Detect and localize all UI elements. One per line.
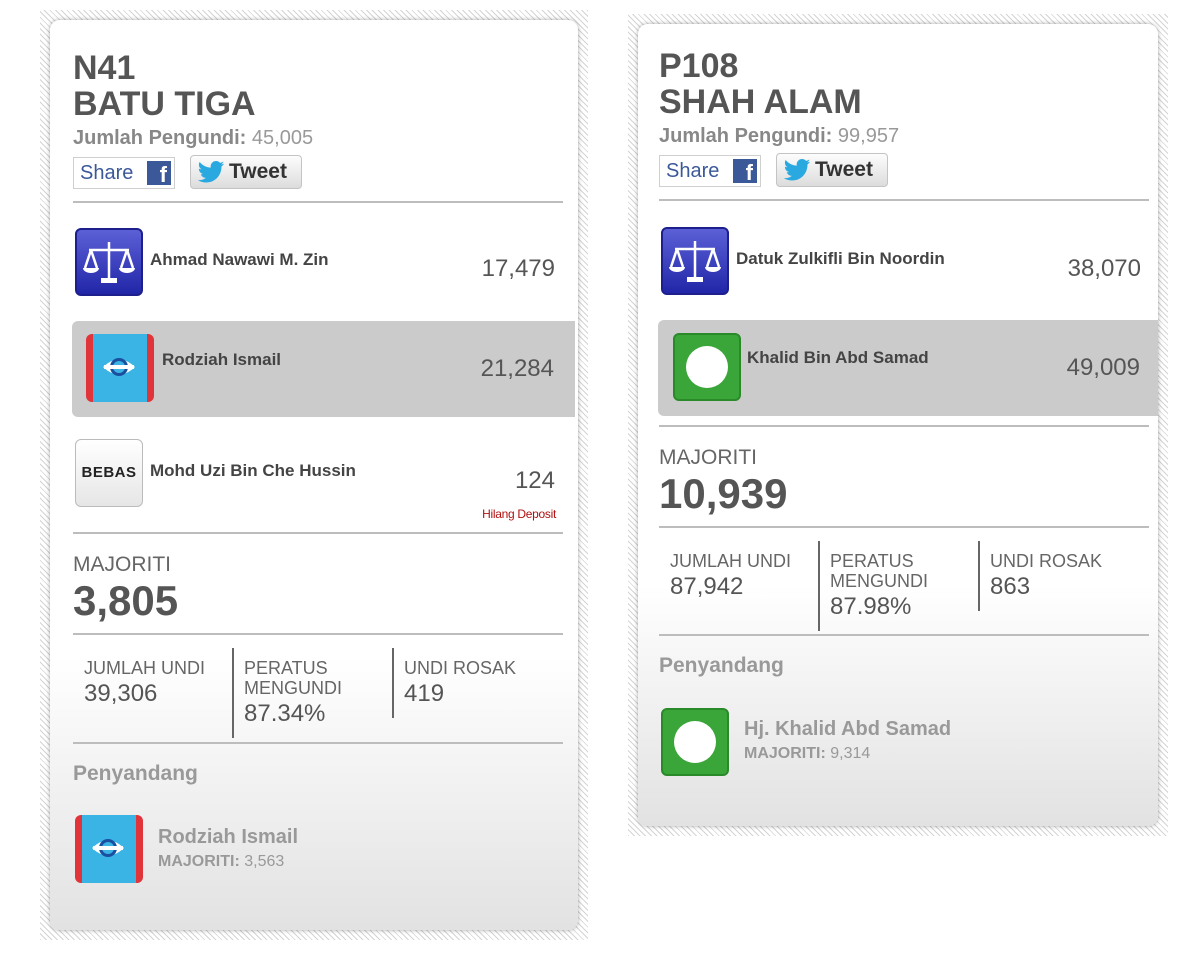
- candidate-name: Khalid Bin Abd Samad: [747, 348, 929, 367]
- seat-name: SHAH ALAM: [659, 83, 862, 121]
- winner-highlight: [72, 321, 575, 417]
- pas-moon-logo: [673, 333, 741, 401]
- divider: [659, 199, 1149, 201]
- seat-code: P108: [659, 47, 739, 85]
- seat-code: N41: [73, 49, 136, 87]
- candidate-votes: 38,070: [1067, 255, 1141, 282]
- facebook-icon: f: [733, 159, 757, 185]
- registered-voters-label: Jumlah Pengundi:: [659, 125, 833, 147]
- turnout-value: 87.98%: [830, 593, 912, 620]
- incumbent-majority-value: 9,314: [830, 745, 871, 762]
- twitter-bird-icon: [197, 161, 225, 183]
- facebook-share-button[interactable]: Share f: [73, 157, 175, 189]
- winner-highlight: [658, 320, 1158, 416]
- facebook-icon: f: [147, 161, 171, 187]
- bn-scales-logo: [661, 227, 729, 295]
- pkr-eye-logo: [75, 815, 143, 883]
- divider: [659, 526, 1149, 528]
- bn-scales-logo: [75, 228, 143, 296]
- divider: [659, 634, 1149, 636]
- turnout-label: PERATUS MENGUNDI: [244, 658, 342, 698]
- candidate-votes: 21,284: [480, 355, 554, 382]
- incumbent-majority-label: MAJORITI:: [158, 853, 240, 870]
- turnout-label: PERATUS MENGUNDI: [830, 551, 928, 591]
- facebook-share-button[interactable]: Share f: [659, 155, 761, 187]
- total-votes-value: 39,306: [84, 680, 158, 707]
- spoilt-votes-value: 419: [404, 680, 445, 707]
- lost-deposit-note: Hilang Deposit: [482, 507, 556, 521]
- divider: [659, 425, 1149, 427]
- tweet-button[interactable]: Tweet: [776, 153, 888, 187]
- registered-voters-label: Jumlah Pengundi:: [73, 127, 247, 149]
- divider: [73, 633, 563, 635]
- stat-separator: [818, 541, 820, 631]
- incumbent-majority: MAJORITI: 9,314: [744, 745, 870, 763]
- candidate-name: Datuk Zulkifli Bin Noordin: [736, 249, 945, 268]
- twitter-bird-icon: [783, 159, 811, 181]
- pas-moon-icon: [674, 721, 716, 763]
- divider: [73, 742, 563, 744]
- stat-separator: [392, 648, 394, 718]
- candidate-name: Mohd Uzi Bin Che Hussin: [150, 461, 356, 480]
- seat-name: BATU TIGA: [73, 85, 256, 123]
- stat-separator: [232, 648, 234, 738]
- tweet-label: Tweet: [815, 158, 873, 181]
- pas-moon-logo: [661, 708, 729, 776]
- stat-separator: [978, 541, 980, 611]
- majority-value: 10,939: [659, 470, 788, 517]
- candidate-votes: 17,479: [481, 255, 555, 282]
- candidate-votes: 49,009: [1066, 354, 1140, 381]
- registered-voters: Jumlah Pengundi: 99,957: [659, 125, 899, 148]
- candidate-name: Rodziah Ismail: [162, 350, 282, 369]
- incumbent-majority-value: 3,563: [244, 853, 285, 870]
- pkr-eye-logo: [86, 334, 154, 402]
- share-label: Share: [80, 162, 134, 184]
- total-votes-value: 87,942: [670, 573, 744, 600]
- spoilt-votes-label: UNDI ROSAK: [990, 551, 1103, 571]
- incumbent-heading: Penyandang: [659, 654, 784, 677]
- total-votes-label: JUMLAH UNDI: [670, 551, 792, 571]
- pas-moon-icon: [686, 346, 728, 388]
- turnout-value: 87.34%: [244, 700, 326, 727]
- registered-voters-value: 99,957: [837, 125, 900, 147]
- share-label: Share: [666, 160, 720, 182]
- registered-voters-value: 45,005: [251, 127, 314, 149]
- majority-label: MAJORITI: [659, 446, 757, 469]
- incumbent-heading: Penyandang: [73, 762, 198, 785]
- divider: [73, 532, 563, 534]
- spoilt-votes-value: 863: [990, 573, 1031, 600]
- tweet-label: Tweet: [229, 160, 287, 183]
- incumbent-name: Rodziah Ismail: [158, 826, 299, 848]
- incumbent-name: Hj. Khalid Abd Samad: [744, 718, 952, 740]
- registered-voters: Jumlah Pengundi: 45,005: [73, 127, 313, 150]
- majority-label: MAJORITI: [73, 553, 171, 576]
- bebas-logo: BEBAS: [75, 439, 143, 507]
- incumbent-majority: MAJORITI: 3,563: [158, 853, 284, 871]
- candidate-votes: 124: [514, 467, 555, 494]
- majority-value: 3,805: [73, 577, 179, 624]
- candidate-name: Ahmad Nawawi M. Zin: [150, 250, 329, 269]
- spoilt-votes-label: UNDI ROSAK: [404, 658, 517, 678]
- tweet-button[interactable]: Tweet: [190, 155, 302, 189]
- total-votes-label: JUMLAH UNDI: [84, 658, 206, 678]
- divider: [73, 201, 563, 203]
- incumbent-majority-label: MAJORITI:: [744, 745, 826, 762]
